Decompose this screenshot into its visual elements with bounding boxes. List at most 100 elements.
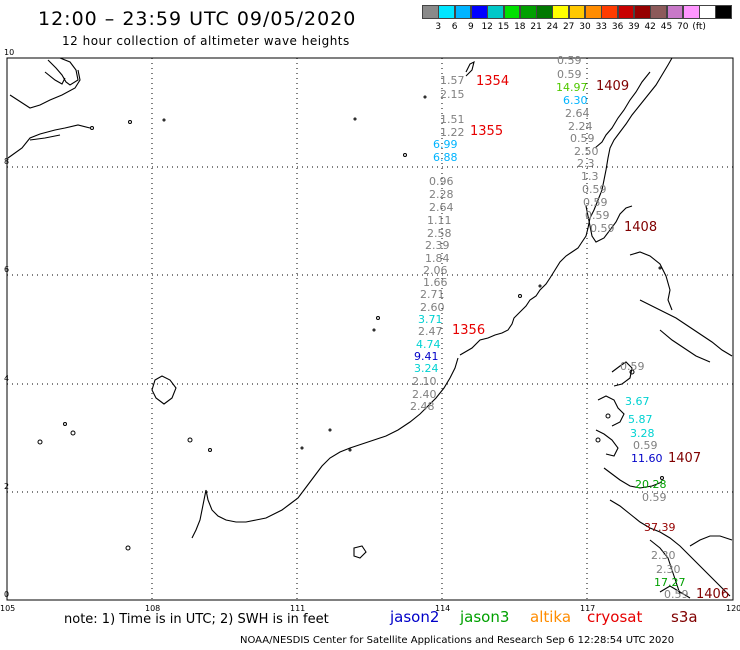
satellite-label-cryosat: cryosat (587, 608, 643, 626)
swh-reading: 2.58 (427, 227, 452, 240)
satellite-label-jason3: jason3 (460, 608, 510, 626)
footer-credit: NOAA/NESDIS Center for Satellite Applica… (240, 635, 675, 646)
swh-reading: 1.84 (425, 252, 450, 265)
colorbar-label: 18 (514, 22, 526, 32)
longitude-tick-label: 120 (726, 604, 740, 613)
swh-reading: 0.59 (570, 132, 595, 145)
swh-reading: 3.71 (418, 313, 443, 326)
swh-reading: 20.28 (635, 478, 667, 491)
colorbar-label: 33 (595, 22, 608, 32)
swh-reading: 4.74 (416, 338, 441, 351)
swh-reading: 0.59 (590, 222, 615, 235)
colorbar-label: 27 (562, 22, 575, 32)
swh-reading: 0.96 (429, 175, 454, 188)
swh-reading: 5.87 (628, 413, 653, 426)
swh-reading: 2.48 (410, 400, 435, 413)
swh-reading: 1.3 (581, 170, 599, 183)
latitude-tick-label: 8 (4, 157, 10, 166)
swh-reading: 0.59 (642, 491, 667, 504)
latitude-tick-label: 10 (4, 48, 15, 57)
swh-reading: 2.64 (429, 201, 454, 214)
longitude-tick-label: 114 (435, 604, 451, 613)
swh-reading: 2.28 (429, 188, 454, 201)
swh-reading: 3.28 (630, 427, 655, 440)
swh-reading: 2.71 (420, 288, 445, 301)
colorbar-label: 6 (451, 22, 458, 32)
colorbar-label: 12 (481, 22, 493, 32)
swh-reading: 0.59 (664, 588, 689, 601)
longitude-tick-label: 105 (0, 604, 16, 613)
latitude-tick-label: 0 (4, 590, 10, 599)
orbit-number: 1354 (476, 74, 510, 89)
longitude-tick-label: 111 (290, 604, 306, 613)
swh-reading: 2.39 (425, 239, 450, 252)
coastline (7, 57, 733, 599)
latitude-tick-label: 2 (4, 482, 10, 491)
colorbar-label: 36 (611, 22, 624, 32)
swh-reading: 2.40 (412, 388, 437, 401)
swh-reading: 1.66 (423, 276, 448, 289)
colorbar-label: 24 (546, 22, 559, 32)
colorbar-label: 21 (530, 22, 542, 32)
swh-reading: 14.97 (556, 81, 588, 94)
orbit-number: 1407 (668, 451, 702, 466)
colorbar-swatch (715, 5, 733, 19)
colorbar-label: 70 (677, 22, 689, 32)
swh-reading: 37.39 (644, 521, 676, 534)
swh-reading: 2.15 (440, 88, 465, 101)
swh-reading: 2.64 (565, 107, 590, 120)
colorbar-label: 42 (644, 22, 656, 32)
orbit-number: 1409 (596, 79, 630, 94)
map-subtitle: 12 hour collection of altimeter wave hei… (62, 34, 350, 48)
swh-reading: 0.59 (582, 183, 607, 196)
swh-reading: 9.41 (414, 350, 439, 363)
satellite-label-jason2: jason2 (390, 608, 440, 626)
swh-reading: 1.11 (427, 214, 452, 227)
swh-reading: 2.47 (418, 325, 443, 338)
colorbar-swatch (487, 5, 504, 19)
swh-reading: 3.67 (625, 395, 650, 408)
orbit-number: 1408 (624, 220, 658, 235)
swh-reading: 2.24 (568, 120, 593, 133)
latitude-tick-label: 6 (4, 265, 10, 274)
swh-reading: 0.59 (557, 68, 582, 81)
lat-lon-grid (7, 58, 733, 600)
swh-reading: 6.30 (563, 94, 588, 107)
colorbar-label: 15 (497, 22, 510, 32)
map-title: 12:00 – 23:59 UTC 09/05/2020 (38, 8, 357, 30)
swh-reading: 2.10 (412, 375, 437, 388)
colorbar-label: 30 (579, 22, 591, 32)
swh-reading: 17.27 (654, 576, 686, 589)
swh-reading: 6.99 (433, 138, 458, 151)
swh-reading: 2.06 (423, 264, 448, 277)
swh-reading: 1.51 (440, 113, 465, 126)
orbit-number: 1406 (696, 587, 730, 602)
swh-reading: 2.50 (574, 145, 599, 158)
swh-reading: 0.59 (585, 209, 610, 222)
colorbar-swatch (568, 5, 586, 19)
swh-reading: 1.22 (440, 126, 465, 139)
swh-reading: 0.59 (583, 196, 608, 209)
longitude-tick-label: 117 (580, 604, 596, 613)
colorbar-label: 45 (660, 22, 673, 32)
swh-reading: 1.57 (440, 74, 465, 87)
colorbar-label: 9 (468, 22, 474, 32)
orbit-number: 1355 (470, 124, 504, 139)
swh-reading: 0.59 (557, 54, 582, 67)
longitude-tick-label: 108 (145, 604, 161, 613)
swh-reading: 0.59 (633, 439, 658, 452)
swh-reading: 3.24 (414, 362, 439, 375)
swh-reading: 6.88 (433, 151, 458, 164)
colorbar-swatch (650, 5, 667, 19)
colorbar-label: 3 (435, 22, 442, 32)
swh-reading: 2.3 (577, 157, 595, 170)
satellite-label-s3a: s3a (671, 608, 698, 626)
swh-reading: 0.59 (620, 360, 645, 373)
swh-reading: 11.60 (631, 452, 663, 465)
small-islands (37, 95, 664, 551)
orbit-number: 1356 (452, 323, 486, 338)
swh-reading: 2.30 (651, 549, 676, 562)
swh-reading: 2.60 (420, 301, 445, 314)
colorbar-label: 39 (628, 22, 640, 32)
